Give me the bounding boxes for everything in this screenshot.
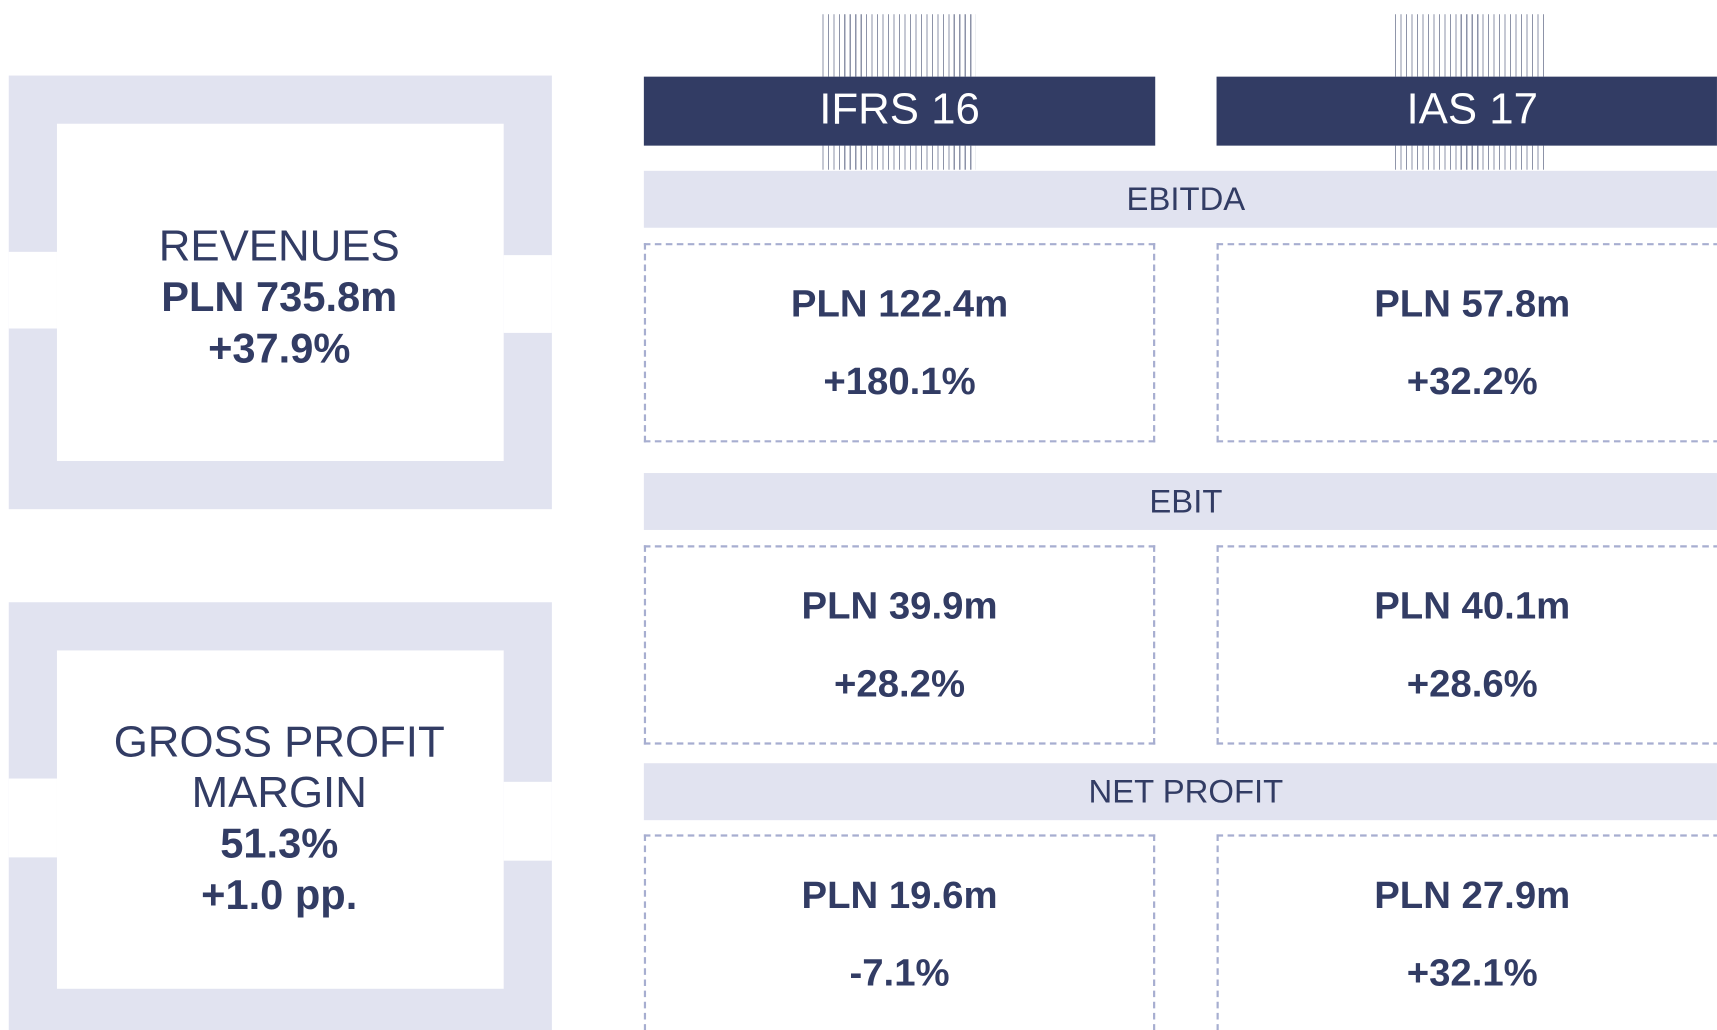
card-change: +37.9% — [208, 326, 351, 373]
cell-change: +180.1% — [823, 360, 976, 403]
cell — [643, 243, 1156, 443]
cell-change: +32.2% — [1406, 360, 1538, 403]
card-inner — [56, 650, 504, 989]
card-value: 51.3% — [220, 821, 339, 868]
card-label: GROSS PROFIT MARGIN — [113, 718, 445, 817]
hatch — [822, 14, 976, 77]
hatch — [1395, 14, 1549, 77]
cell-value: PLN 39.9m — [801, 584, 998, 628]
cell-value: PLN 122.4m — [790, 282, 1009, 326]
column-header — [1216, 76, 1717, 146]
section-title: EBITDA — [1126, 181, 1246, 218]
cell-value: PLN 57.8m — [1374, 282, 1571, 326]
section-title: NET PROFIT — [1088, 774, 1284, 811]
cell — [643, 834, 1156, 1030]
cell — [1216, 243, 1717, 443]
cell-change: +32.1% — [1406, 951, 1538, 995]
frame-gap — [8, 778, 57, 858]
cell-value: PLN 40.1m — [1374, 584, 1571, 628]
cell-change: +28.2% — [834, 662, 966, 706]
column-header — [643, 76, 1156, 146]
cell-change: -7.1% — [849, 951, 950, 995]
cell-value: PLN 27.9m — [1374, 873, 1571, 917]
cell-change: +28.6% — [1406, 662, 1538, 706]
frame-gap — [503, 255, 552, 333]
cell-value: PLN 19.6m — [801, 873, 998, 917]
card-label: REVENUES — [158, 222, 400, 271]
section-title: EBIT — [1149, 483, 1223, 521]
hatch — [1395, 145, 1549, 170]
card-change: +1.0 pp. — [201, 872, 358, 919]
frame-gap — [8, 251, 57, 329]
frame-gap — [503, 781, 552, 861]
column-header-text: IFRS 16 — [819, 85, 980, 134]
section-band — [643, 170, 1717, 228]
cell — [1216, 834, 1717, 1030]
card-value: PLN 735.8m — [161, 274, 398, 321]
cell — [643, 545, 1156, 745]
column-header-text: IAS 17 — [1406, 85, 1538, 134]
section-band — [643, 763, 1717, 821]
cell — [1216, 545, 1717, 745]
hatch — [822, 145, 976, 170]
section-band — [643, 473, 1717, 530]
card-inner — [56, 123, 504, 461]
